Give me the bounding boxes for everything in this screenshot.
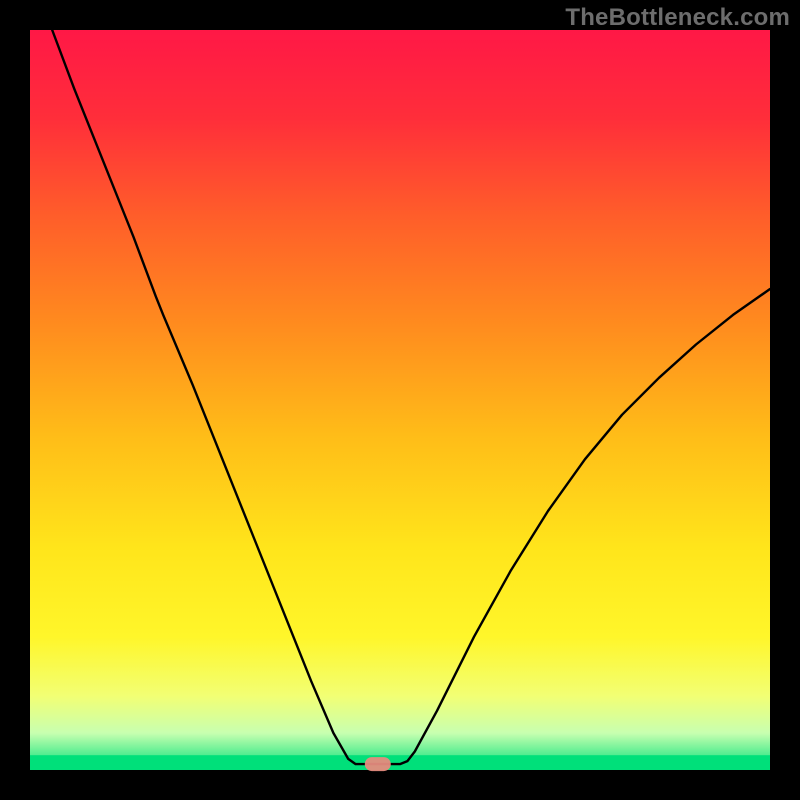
optimal-point-marker [365,757,391,771]
green-bottom-band [30,755,770,770]
chart-svg [0,0,800,800]
watermark-text: TheBottleneck.com [565,4,790,32]
bottleneck-chart: TheBottleneck.com [0,0,800,800]
gradient-background [30,30,770,770]
